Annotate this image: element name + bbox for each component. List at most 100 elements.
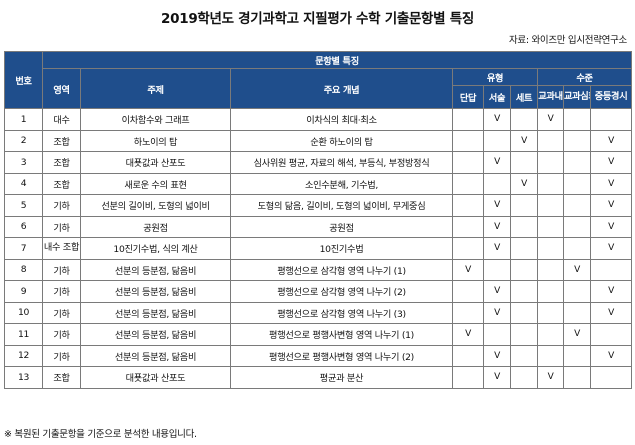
- row-area: 기하: [42, 323, 81, 346]
- row-number: 6: [4, 215, 43, 238]
- table-body: 1 대수 이차함수와 그래프 이차식의 최대·최소 V V 2 조합 하노이의 탑 순환 하노이의…: [4, 108, 633, 389]
- row-check-level-competition: V: [589, 129, 633, 152]
- row-check-level-advanced: [563, 108, 591, 131]
- row-check-type-set: [510, 151, 538, 174]
- row-check-level-competition: V: [589, 215, 633, 238]
- row-check-level-textbook: [537, 194, 564, 217]
- row-area: 기하: [42, 301, 81, 324]
- row-check-type-set: [510, 108, 538, 131]
- row-check-type-set: [510, 258, 538, 281]
- table-row: 11 기하 선분의 등분점, 닮음비 평행선으로 평행사변형 영역 나누기 (1) V V: [4, 323, 633, 346]
- row-check-level-textbook: [537, 129, 564, 152]
- row-check-type-short: [452, 237, 484, 260]
- row-topic: 대푯값과 산포도: [80, 366, 231, 389]
- row-topic: 선분의 등분점, 닮음비: [80, 280, 231, 303]
- row-topic: 공원점: [80, 215, 231, 238]
- row-check-level-advanced: [563, 301, 591, 324]
- row-concept: 평행선으로 삼각형 영역 나누기 (3): [230, 301, 453, 324]
- footnote: ※ 복원된 기출문항을 기준으로 분석한 내용입니다.: [4, 429, 197, 440]
- row-number: 4: [4, 172, 43, 195]
- row-check-level-textbook: [537, 301, 564, 324]
- row-area: 조합: [42, 366, 81, 389]
- row-area: 기하: [42, 194, 81, 217]
- row-check-type-set: [510, 366, 538, 389]
- header-type: 유형: [452, 68, 538, 86]
- row-check-level-textbook: [537, 344, 564, 367]
- row-check-level-textbook: [537, 215, 564, 238]
- row-topic: 하노이의 탑: [80, 129, 231, 152]
- row-check-type-set: [510, 344, 538, 367]
- row-check-type-short: [452, 215, 484, 238]
- row-check-level-advanced: [563, 172, 591, 195]
- row-check-level-advanced: V: [563, 258, 591, 281]
- row-check-type-essay: V: [483, 237, 511, 260]
- row-topic: 10진기수법, 식의 계산: [80, 237, 231, 260]
- row-concept: 순환 하노이의 탑: [230, 129, 453, 152]
- table-row: 2 조합 하노이의 탑 순환 하노이의 탑 V V: [4, 129, 633, 152]
- row-check-type-short: V: [452, 323, 484, 346]
- row-check-type-essay: V: [483, 280, 511, 303]
- header-feature: 문항별 특징: [41, 51, 633, 69]
- row-check-type-essay: [483, 258, 511, 281]
- header-area: 영역: [42, 68, 81, 109]
- row-number: 10: [4, 301, 43, 324]
- row-check-level-advanced: [563, 237, 591, 260]
- row-concept: 평행선으로 평행사변형 영역 나누기 (1): [230, 323, 453, 346]
- row-check-level-competition: [589, 108, 633, 131]
- row-topic: 선분의 등분점, 닮음비: [80, 258, 231, 281]
- row-area: 조합: [42, 172, 81, 195]
- row-area: 기하: [42, 215, 81, 238]
- header-level-advanced: 교과심화: [563, 85, 591, 109]
- row-number: 3: [4, 151, 43, 174]
- row-check-type-set: V: [510, 129, 538, 152]
- row-number: 7: [4, 237, 43, 260]
- feature-table: 번호 문항별 특징 영역 주제 주요 개념 유형 수준 단답 서술 세트 교과내…: [4, 51, 633, 389]
- row-concept: 평행선으로 삼각형 영역 나누기 (1): [230, 258, 453, 281]
- row-number: 8: [4, 258, 43, 281]
- row-number: 9: [4, 280, 43, 303]
- source-credit: 자료: 와이즈만 입시전략연구소: [508, 35, 627, 46]
- row-check-type-short: [452, 129, 484, 152]
- row-check-type-set: V: [510, 172, 538, 195]
- row-concept: 공원점: [230, 215, 453, 238]
- header-type-essay: 서술: [483, 85, 511, 109]
- table-row: 8 기하 선분의 등분점, 닮음비 평행선으로 삼각형 영역 나누기 (1) V V: [4, 258, 633, 281]
- row-topic: 선분의 등분점, 닮음비: [80, 323, 231, 346]
- table-row: 1 대수 이차함수와 그래프 이차식의 최대·최소 V V: [4, 108, 633, 131]
- table-row: 12 기하 선분의 등분점, 닮음비 평행선으로 평행사변형 영역 나누기 (2) V V: [4, 344, 633, 367]
- row-check-type-short: V: [452, 258, 484, 281]
- header-level-competition: 중등경시: [589, 85, 633, 109]
- row-concept: 소인수분해, 기수법,: [230, 172, 453, 195]
- row-check-level-textbook: [537, 258, 564, 281]
- row-check-level-advanced: [563, 280, 591, 303]
- row-check-type-essay: V: [483, 194, 511, 217]
- row-topic: 대푯값과 산포도: [80, 151, 231, 174]
- row-check-type-set: [510, 301, 538, 324]
- row-check-level-textbook: [537, 323, 564, 346]
- row-area: 조합: [42, 151, 81, 174]
- row-check-type-essay: [483, 323, 511, 346]
- row-check-level-competition: [589, 366, 633, 389]
- row-area: 기하: [42, 280, 81, 303]
- row-number: 5: [4, 194, 43, 217]
- header-level-textbook: 교과내: [537, 85, 564, 109]
- table-row: 7 내수 조합 10진기수법, 식의 계산 10진기수법 V V: [4, 237, 633, 260]
- table-row: 3 조합 대푯값과 산포도 심사위원 평균, 자료의 해석, 부등식, 부정방정식 V V: [4, 151, 633, 174]
- row-check-level-competition: V: [589, 151, 633, 174]
- row-check-level-advanced: [563, 194, 591, 217]
- row-concept: 이차식의 최대·최소: [230, 108, 453, 131]
- row-check-type-essay: [483, 172, 511, 195]
- header-topic: 주제: [80, 68, 231, 109]
- row-check-level-advanced: [563, 344, 591, 367]
- row-check-level-advanced: [563, 366, 591, 389]
- row-number: 1: [4, 108, 43, 131]
- row-check-type-essay: V: [483, 151, 511, 174]
- row-check-level-advanced: [563, 129, 591, 152]
- row-check-type-essay: V: [483, 301, 511, 324]
- row-concept: 심사위원 평균, 자료의 해석, 부등식, 부정방정식: [230, 151, 453, 174]
- row-topic: 이차함수와 그래프: [80, 108, 231, 131]
- row-check-level-competition: [589, 258, 633, 281]
- row-check-type-short: [452, 344, 484, 367]
- row-check-level-advanced: [563, 151, 591, 174]
